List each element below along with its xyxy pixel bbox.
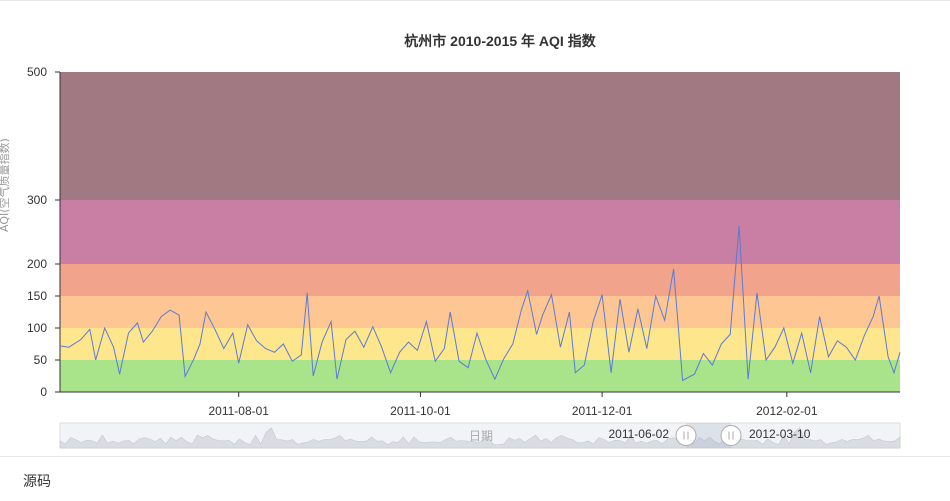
- data-zoom-end-handle[interactable]: [720, 425, 742, 446]
- y-axis-label: AQI(空气质量指数): [0, 138, 11, 232]
- data-zoom-start-label: 2011-06-02: [609, 427, 670, 441]
- aqi-series-line: [59, 225, 901, 382]
- y-tick-label: 0: [40, 385, 47, 399]
- chart-title: 杭州市 2010-2015 年 AQI 指数: [404, 33, 596, 49]
- x-tick-label: 2011-08-01: [208, 404, 269, 418]
- y-tick-label: 500: [27, 65, 47, 79]
- y-tick-label: 50: [34, 353, 48, 367]
- aqi-band-0: [60, 360, 900, 392]
- aqi-band-4: [60, 200, 900, 264]
- x-tick-label: 2012-02-01: [756, 404, 818, 418]
- data-zoom-label: 日期: [469, 429, 493, 443]
- x-tick-label: 2011-10-01: [390, 404, 451, 418]
- aqi-chart: 0 50 100 150 200 300 500 AQI(空气质量指数) 2011-08-01 2…: [0, 65, 901, 449]
- y-tick-label: 100: [27, 321, 47, 335]
- aqi-band-3: [60, 264, 900, 296]
- source-code-link[interactable]: 源码: [23, 473, 51, 489]
- y-tick-label: 300: [27, 193, 47, 207]
- data-zoom-end-label: 2012-03-10: [749, 427, 811, 441]
- data-zoom-start-handle[interactable]: [675, 425, 697, 446]
- aqi-band-1: [60, 328, 900, 360]
- y-tick-label: 200: [27, 257, 47, 271]
- aqi-band-5: [60, 72, 900, 200]
- bottom-bar: 源码: [0, 456, 950, 501]
- top-border: [0, 0, 950, 1]
- aqi-band-2: [60, 296, 900, 328]
- x-tick-label: 2011-12-01: [572, 404, 633, 418]
- y-tick-label: 150: [27, 289, 47, 303]
